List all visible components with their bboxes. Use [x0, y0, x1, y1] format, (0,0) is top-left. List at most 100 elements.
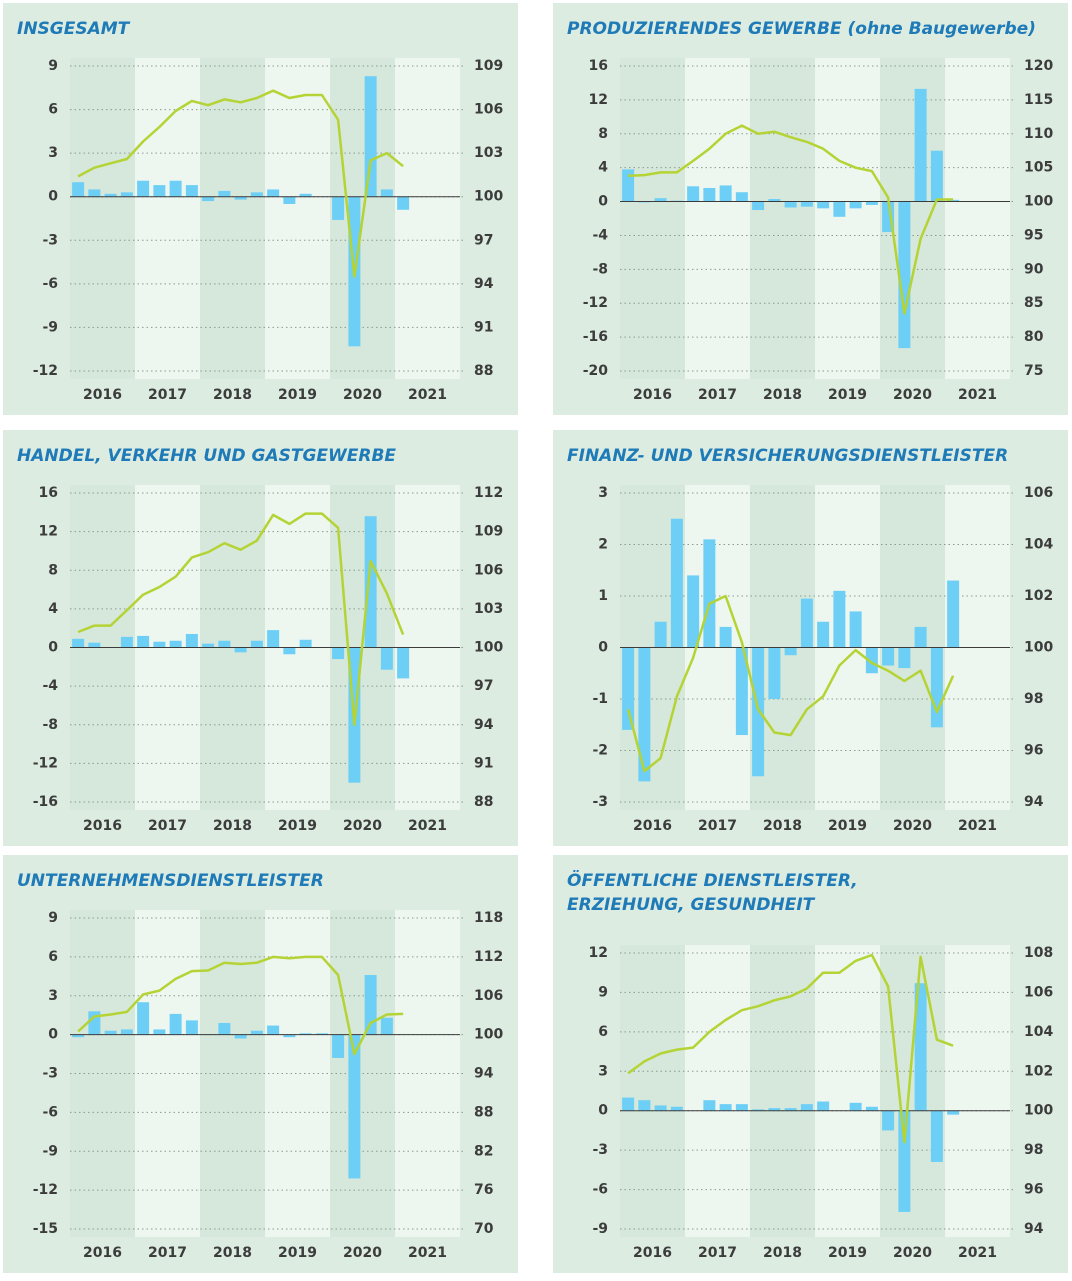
y-tick-label: -8: [592, 261, 608, 277]
x-tick-label: 2021: [958, 818, 997, 834]
panel: HANDEL, VERKEHR UND GASTGEWERBE 2016 2017 2…: [3, 430, 518, 846]
bar: [833, 590, 846, 648]
x-tick-label: 2021: [408, 1245, 447, 1261]
bar: [638, 647, 651, 782]
year-band: [135, 58, 200, 379]
x-tick-label: 2018: [763, 387, 802, 403]
y-tick-label: -15: [33, 1221, 58, 1237]
y-tick-label: -16: [33, 794, 58, 810]
y-tick-label: 0: [48, 1027, 58, 1043]
y2-tick-label: 112: [474, 949, 503, 965]
x-tick-label: 2019: [278, 387, 317, 403]
bar: [703, 188, 716, 202]
y-tick-label: 12: [589, 945, 608, 961]
bar: [234, 647, 247, 653]
y-tick-label: 3: [598, 485, 608, 501]
bar: [234, 1034, 247, 1039]
y-tick-label: 16: [39, 485, 58, 501]
bar: [72, 182, 85, 197]
panel: UNTERNEHMENSDIENSTLEISTER 2016 2017 2018 201…: [3, 855, 518, 1273]
bar: [299, 1033, 312, 1035]
bar: [299, 639, 312, 648]
y2-tick-label: 94: [474, 1066, 494, 1082]
y-tick-label: -2: [592, 743, 608, 759]
bar: [735, 1104, 748, 1111]
y2-tick-label: 109: [474, 524, 503, 540]
x-tick-label: 2018: [763, 818, 802, 834]
y2-tick-label: 118: [474, 910, 503, 926]
y2-tick-label: 94: [474, 717, 494, 733]
x-tick-label: 2017: [698, 1245, 737, 1261]
year-band: [620, 58, 685, 379]
bar: [930, 150, 943, 202]
y2-tick-label: 98: [1024, 1142, 1043, 1158]
y2-tick-label: 91: [474, 755, 493, 771]
bar: [687, 186, 700, 202]
panel: PRODUZIERENDES GEWERBE (ohne Baugewerbe)…: [553, 3, 1068, 415]
chart-title: HANDEL, VERKEHR UND GASTGEWERBE: [17, 446, 396, 466]
bar: [137, 180, 150, 197]
bar: [364, 975, 377, 1035]
bar: [267, 1025, 280, 1035]
bar: [332, 647, 345, 660]
bar: [703, 1100, 716, 1111]
bar: [719, 185, 732, 202]
y2-tick-label: 88: [474, 363, 493, 379]
x-tick-label: 2016: [83, 387, 122, 403]
bar: [185, 185, 198, 197]
y-tick-label: -3: [42, 232, 58, 248]
bar: [882, 647, 895, 666]
chart-title: FINANZ- UND VERSICHERUNGSDIENSTLEISTER: [567, 446, 1008, 466]
bar: [397, 647, 410, 679]
bar: [364, 516, 377, 648]
y-tick-label: 9: [48, 58, 58, 74]
bar: [768, 199, 781, 202]
y-tick-label: 0: [598, 1103, 608, 1119]
x-tick-label: 2020: [893, 387, 932, 403]
bar: [153, 641, 166, 648]
panel: FINANZ- UND VERSICHERUNGSDIENSTLEISTER 20…: [553, 430, 1068, 846]
y-tick-label: 8: [598, 126, 608, 142]
y-tick-label: -3: [42, 1066, 58, 1082]
year-band: [135, 910, 200, 1237]
x-tick-label: 2018: [213, 1245, 252, 1261]
y-tick-label: 3: [598, 1063, 608, 1079]
x-tick-label: 2017: [698, 387, 737, 403]
y2-tick-label: 80: [1024, 329, 1044, 345]
y-tick-label: 9: [48, 910, 58, 926]
line: [77, 512, 405, 727]
y-tick-label: 0: [598, 640, 608, 656]
y2-tick-label: 100: [474, 640, 503, 656]
y2-tick-label: 106: [474, 102, 503, 118]
y2-tick-label: 100: [1024, 640, 1053, 656]
y2-tick-label: 103: [474, 145, 503, 161]
bar: [120, 192, 133, 197]
year-band: [395, 910, 460, 1237]
x-tick-label: 2020: [893, 818, 932, 834]
line: [626, 594, 955, 773]
y-tick-label: 3: [48, 988, 58, 1004]
bar: [137, 635, 150, 648]
year-band: [945, 945, 1010, 1237]
bar: [752, 647, 765, 777]
year-band: [70, 58, 135, 379]
x-tick-label: 2017: [698, 818, 737, 834]
y2-tick-label: 88: [474, 794, 493, 810]
y-tick-label: 6: [48, 102, 58, 118]
bar: [218, 190, 231, 197]
bar: [380, 647, 393, 670]
y2-tick-label: 70: [474, 1221, 494, 1237]
bar: [784, 1108, 797, 1111]
bar: [283, 196, 296, 204]
bar: [752, 1109, 765, 1111]
bar: [137, 1002, 150, 1035]
bar: [849, 201, 862, 209]
bar: [898, 647, 911, 669]
bar: [914, 626, 927, 648]
bar: [817, 621, 830, 648]
y-tick-label: -12: [33, 363, 58, 379]
x-tick-label: 2020: [343, 818, 382, 834]
y-tick-label: 0: [598, 194, 608, 210]
y2-tick-label: 120: [1024, 58, 1053, 74]
y2-tick-label: 90: [1024, 261, 1044, 277]
